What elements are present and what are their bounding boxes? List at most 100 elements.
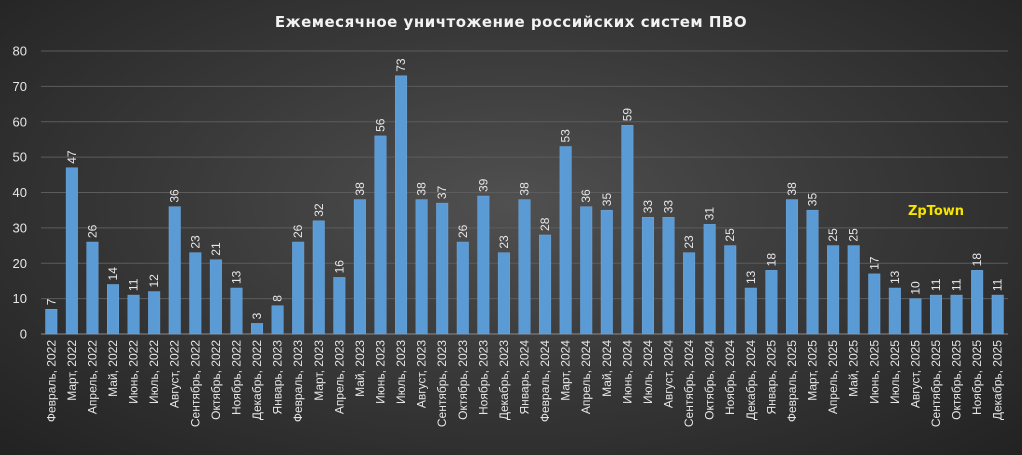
- bar: [168, 206, 181, 335]
- x-tick-label: Март, 2024: [559, 340, 573, 401]
- bar: [106, 284, 120, 335]
- gridlines: [41, 50, 1008, 335]
- data-label: 11: [950, 278, 964, 291]
- bar: [148, 291, 161, 335]
- x-tick-label: Август, 2024: [662, 340, 676, 408]
- x-tick-label: Апрель, 2023: [332, 340, 346, 414]
- y-tick-label: 30: [13, 220, 27, 235]
- y-tick-label: 40: [13, 185, 27, 200]
- data-label: 36: [579, 189, 593, 203]
- x-tick-label: Март, 2025: [806, 340, 820, 401]
- data-label: 26: [85, 224, 99, 238]
- data-label: 53: [559, 129, 573, 143]
- bar: [436, 202, 449, 335]
- data-label: 8: [271, 295, 285, 302]
- data-label: 11: [127, 278, 141, 291]
- x-tick-label: Февраль, 2023: [291, 340, 305, 422]
- x-tick-label: Май, 2025: [847, 340, 861, 397]
- x-tick-label: Май, 2024: [600, 340, 614, 397]
- bar: [539, 234, 552, 335]
- x-tick-label: Июнь, 2025: [867, 340, 881, 404]
- data-label: 3: [250, 312, 264, 319]
- y-tick-label: 20: [13, 256, 27, 271]
- bar: [724, 245, 737, 335]
- bar: [230, 287, 243, 335]
- x-tick-label: Февраль, 2025: [785, 340, 799, 422]
- bar: [395, 75, 408, 335]
- bar: [991, 294, 1004, 335]
- bar: [477, 195, 490, 335]
- x-tick-label: Октябрь, 2022: [209, 340, 223, 420]
- y-tick-label: 60: [13, 114, 27, 129]
- x-tick-label: Апрель, 2022: [85, 340, 99, 414]
- bar: [518, 199, 531, 335]
- data-label: 13: [229, 270, 243, 284]
- bar: [189, 252, 202, 335]
- x-tick-label: Июнь, 2024: [620, 340, 634, 404]
- data-label: 33: [641, 200, 655, 214]
- data-label: 16: [332, 260, 346, 274]
- bar: [580, 206, 593, 335]
- x-tick-label: Сентябрь, 2022: [188, 340, 202, 427]
- y-tick-label: 80: [13, 44, 27, 59]
- data-label: 13: [888, 270, 902, 284]
- bar: [765, 270, 778, 335]
- x-tick-label: Июнь, 2022: [127, 340, 141, 404]
- x-tick-label: Май, 2023: [353, 340, 367, 397]
- data-label: 23: [497, 235, 511, 249]
- y-tick-label: 70: [13, 79, 27, 94]
- bar: [806, 209, 819, 335]
- bar: [209, 259, 222, 335]
- x-tick-label: Май, 2022: [106, 340, 120, 397]
- bar: [744, 287, 757, 335]
- bar: [868, 273, 881, 335]
- bar: [353, 199, 366, 335]
- bar: [847, 245, 860, 335]
- chart-title: Ежемесячное уничтожение российских систе…: [275, 13, 747, 31]
- x-tick-label: Август, 2023: [415, 340, 429, 408]
- x-tick-label: Сентябрь, 2025: [929, 340, 943, 427]
- bar: [909, 298, 922, 335]
- data-label: 37: [435, 185, 449, 199]
- data-label: 38: [415, 182, 429, 196]
- bar: [971, 270, 984, 335]
- x-tick-label: Январь, 2023: [271, 340, 285, 415]
- watermark: ZpTown: [908, 204, 964, 219]
- y-tick-label: 50: [13, 150, 27, 165]
- bar: [888, 287, 901, 335]
- x-tick-label: Июль, 2022: [147, 340, 161, 404]
- data-label: 25: [826, 228, 840, 242]
- x-tick-label: Август, 2022: [168, 340, 182, 408]
- x-tick-label: Январь, 2024: [518, 340, 532, 415]
- x-tick-label: Ноябрь, 2022: [229, 340, 243, 415]
- bar: [312, 220, 325, 335]
- data-label: 23: [188, 235, 202, 249]
- data-label: 39: [476, 178, 490, 192]
- bar: [497, 252, 510, 335]
- x-tick-label: Декабрь, 2025: [991, 340, 1005, 420]
- bar: [950, 294, 963, 335]
- data-label: 14: [106, 267, 120, 281]
- data-label: 35: [600, 193, 614, 207]
- bar: [683, 252, 696, 335]
- x-tick-label: Март, 2023: [312, 340, 326, 401]
- bar: [415, 199, 428, 335]
- data-label: 35: [806, 193, 820, 207]
- x-tick-label: Июнь, 2023: [373, 340, 387, 404]
- bar: [65, 167, 78, 335]
- data-label: 11: [929, 278, 943, 291]
- data-label: 25: [847, 228, 861, 242]
- data-label: 10: [908, 281, 922, 295]
- data-label: 26: [456, 224, 470, 238]
- bar: [827, 245, 840, 335]
- bar: [127, 294, 140, 335]
- bar: [703, 224, 716, 335]
- data-label: 21: [209, 242, 223, 256]
- x-tick-label: Октябрь, 2024: [703, 340, 717, 420]
- x-tick-label: Октябрь, 2025: [950, 340, 964, 420]
- bar: [600, 209, 613, 335]
- x-tick-label: Сентябрь, 2023: [435, 340, 449, 427]
- x-tick-label: Апрель, 2024: [579, 340, 593, 414]
